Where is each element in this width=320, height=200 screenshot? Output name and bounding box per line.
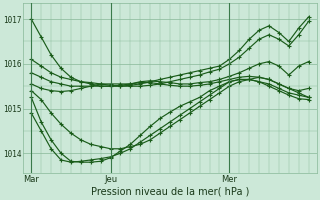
- X-axis label: Pression niveau de la mer( hPa ): Pression niveau de la mer( hPa ): [91, 187, 249, 197]
